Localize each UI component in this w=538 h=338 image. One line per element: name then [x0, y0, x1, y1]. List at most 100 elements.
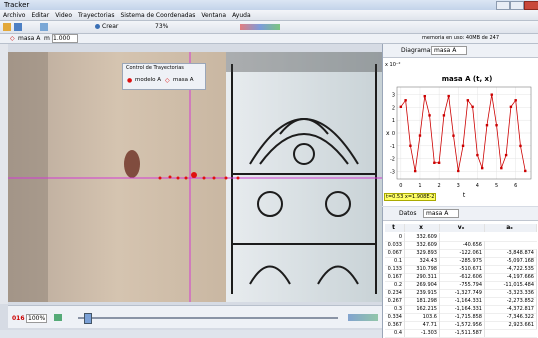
- close[interactable]: [524, 1, 538, 10]
- table-cell: 2,923.661: [485, 321, 537, 329]
- table-header: Datos masa A: [383, 207, 538, 221]
- column-header[interactable]: t: [385, 224, 405, 232]
- table-cell: 0.133: [385, 265, 405, 273]
- column-header[interactable]: vₓ: [440, 224, 485, 232]
- x-tick-label: 2: [438, 183, 441, 189]
- table-cell: 162.215: [405, 305, 440, 313]
- play-button[interactable]: [54, 314, 62, 321]
- y-tick-label: -2: [390, 157, 395, 163]
- video-view: [0, 44, 382, 304]
- column-header[interactable]: x: [405, 224, 440, 232]
- menu-item[interactable]: Archivo: [3, 12, 26, 19]
- menu-item[interactable]: Video: [55, 12, 73, 19]
- mass-object: [124, 150, 140, 178]
- table-cell: -3,323.336: [485, 289, 537, 297]
- title-bar: Tracker: [0, 0, 538, 10]
- table-cell: 0.167: [385, 273, 405, 281]
- table-cell: 0.3: [385, 305, 405, 313]
- plot-header: Diagramas masa A: [383, 44, 538, 58]
- mass-label: m: [44, 35, 50, 42]
- frame-number: 016: [12, 315, 25, 322]
- data-point: [504, 153, 508, 157]
- x-tick-label: 1: [418, 183, 421, 189]
- data-point: [413, 169, 417, 173]
- data-point: [409, 144, 412, 147]
- table-cell: 0.334: [385, 313, 405, 321]
- trajectory-control: Control de Trayectorias ● modelo A ◇ mas…: [122, 63, 206, 90]
- data-point: [524, 169, 527, 173]
- table-row: [385, 321, 537, 330]
- table-cell: 181.298: [405, 297, 440, 305]
- data-point: [437, 161, 441, 164]
- track-name[interactable]: masa A: [18, 35, 41, 42]
- table-cell: -2,273.852: [485, 297, 537, 305]
- menu-item[interactable]: Ventana: [201, 12, 227, 19]
- zoom-button[interactable]: 73%: [155, 23, 169, 30]
- menu-item[interactable]: Trayectorias: [78, 12, 115, 19]
- y-tick-label: 0: [392, 131, 395, 137]
- table-track[interactable]: masa A: [423, 209, 460, 218]
- mass-item[interactable]: masa A: [173, 77, 194, 83]
- zoom-field[interactable]: 100%: [26, 314, 48, 323]
- track-bar: ◇ masa A m 1.000 memoria en uso: 40MB de…: [0, 34, 538, 44]
- table-cell: 0.267: [385, 297, 405, 305]
- table-cell: -1.303: [405, 329, 440, 337]
- plot-readout: t=0.53 x=1.908E-2: [384, 193, 437, 201]
- maximize[interactable]: [510, 1, 524, 10]
- table-row: [385, 313, 537, 322]
- table-cell: 329.893: [405, 249, 440, 257]
- data-point: [485, 124, 489, 127]
- x-tick-label: 5: [495, 183, 498, 189]
- table-tab[interactable]: Datos: [399, 210, 417, 217]
- table-cell: -3,848.874: [485, 249, 537, 257]
- y-tick-label: 2: [392, 105, 395, 111]
- save-button[interactable]: [14, 23, 22, 31]
- table-cell: 0.2: [385, 281, 405, 289]
- table-cell: -122.061: [440, 249, 485, 257]
- data-point: [399, 105, 403, 109]
- x-tick-label: 0: [399, 183, 402, 189]
- plot-track[interactable]: masa A: [431, 46, 468, 55]
- column-header[interactable]: aₓ: [485, 224, 537, 232]
- table-cell: 0: [385, 233, 405, 241]
- table-cell: -1,327.749: [440, 289, 485, 297]
- table-cell: -11,015.484: [485, 281, 537, 289]
- table-cell: -1,715.858: [440, 313, 485, 321]
- model-item[interactable]: modelo A: [135, 77, 162, 83]
- table-cell: -5,097.168: [485, 257, 537, 265]
- data-point: [423, 95, 426, 98]
- data-point: [404, 99, 407, 102]
- table-row: [385, 265, 537, 274]
- step-buttons[interactable]: [348, 314, 378, 321]
- data-point: [433, 161, 436, 164]
- minimize[interactable]: [496, 1, 510, 10]
- table-cell: -4,197.666: [485, 273, 537, 281]
- wall-shadow: [8, 52, 48, 302]
- slider-thumb[interactable]: [84, 313, 92, 324]
- x-tick-label: 6: [514, 183, 517, 189]
- plot-tab[interactable]: Diagramas: [401, 47, 434, 54]
- table-cell: -755.794: [440, 281, 485, 289]
- table-row: [385, 289, 537, 298]
- data-point: [495, 124, 498, 127]
- create-button[interactable]: Crear: [102, 23, 119, 30]
- open-button[interactable]: [3, 23, 11, 31]
- table-cell: -4,722.535: [485, 265, 537, 273]
- menu-item[interactable]: Ayuda: [232, 12, 251, 19]
- menu-item[interactable]: Sistema de Coordenadas: [120, 12, 196, 19]
- data-point: [514, 99, 517, 102]
- side-gutter: [0, 44, 8, 304]
- table-cell: 0.367: [385, 321, 405, 329]
- data-point: [447, 94, 450, 98]
- mass-field[interactable]: 1.000: [52, 34, 78, 43]
- video-button[interactable]: [40, 23, 48, 31]
- y-tick-label: -3: [390, 169, 395, 175]
- table-cell: -510.671: [440, 265, 485, 273]
- window-grille: [231, 64, 377, 294]
- track-icon: ◇: [10, 35, 15, 42]
- table-cell: 0.1: [385, 257, 405, 265]
- trajectory-marks: [158, 172, 240, 180]
- menu-item[interactable]: Editar: [31, 12, 50, 19]
- player-bar: 016 100%: [8, 305, 382, 328]
- y-scale-label: x 10⁻²: [385, 62, 401, 68]
